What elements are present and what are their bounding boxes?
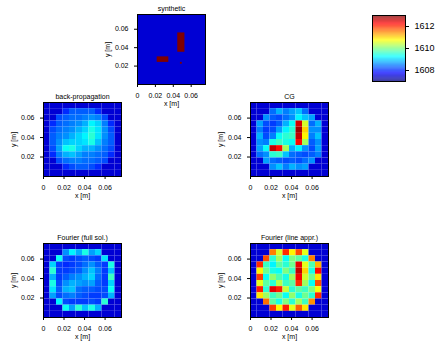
svg-text:0.06: 0.06 — [228, 255, 242, 262]
svg-text:0.06: 0.06 — [21, 255, 35, 262]
svg-text:0.04: 0.04 — [166, 92, 180, 99]
svg-text:0.02: 0.02 — [57, 325, 71, 332]
svg-text:0.04: 0.04 — [228, 134, 242, 141]
svg-text:y [m]: y [m] — [10, 132, 18, 147]
svg-text:0: 0 — [249, 325, 253, 332]
svg-text:0.06: 0.06 — [98, 325, 112, 332]
svg-text:x [m]: x [m] — [282, 192, 297, 200]
svg-text:0.02: 0.02 — [264, 184, 278, 191]
svg-text:x [m]: x [m] — [75, 333, 90, 341]
svg-text:1610: 1610 — [415, 43, 435, 53]
svg-text:x [m]: x [m] — [164, 100, 179, 108]
svg-text:1608: 1608 — [415, 65, 435, 75]
svg-text:0.04: 0.04 — [115, 44, 129, 51]
svg-text:0.04: 0.04 — [228, 275, 242, 282]
svg-text:0.02: 0.02 — [57, 184, 71, 191]
svg-text:0.04: 0.04 — [285, 325, 299, 332]
svg-text:0.02: 0.02 — [149, 92, 163, 99]
svg-text:0.02: 0.02 — [21, 153, 35, 160]
svg-text:0.04: 0.04 — [78, 325, 92, 332]
svg-text:0.06: 0.06 — [115, 25, 129, 32]
svg-text:0.06: 0.06 — [184, 92, 198, 99]
svg-text:0: 0 — [136, 92, 140, 99]
svg-text:0.06: 0.06 — [305, 325, 319, 332]
svg-text:0.02: 0.02 — [115, 62, 129, 69]
svg-text:y [m]: y [m] — [217, 273, 225, 288]
svg-text:0.04: 0.04 — [21, 134, 35, 141]
svg-text:0.04: 0.04 — [285, 184, 299, 191]
svg-text:x [m]: x [m] — [75, 192, 90, 200]
svg-text:0.02: 0.02 — [21, 294, 35, 301]
svg-text:y [m]: y [m] — [10, 273, 18, 288]
svg-text:x [m]: x [m] — [282, 333, 297, 341]
svg-text:0.06: 0.06 — [228, 114, 242, 121]
svg-text:1612: 1612 — [415, 21, 435, 31]
svg-text:synthetic: synthetic — [158, 5, 186, 13]
svg-text:0: 0 — [249, 184, 253, 191]
svg-text:0.06: 0.06 — [98, 184, 112, 191]
svg-text:0.06: 0.06 — [305, 184, 319, 191]
svg-text:y [m]: y [m] — [217, 132, 225, 147]
svg-text:Fourier (full sol.): Fourier (full sol.) — [57, 234, 108, 242]
svg-text:0.02: 0.02 — [228, 153, 242, 160]
svg-text:Fourier (line appr.): Fourier (line appr.) — [261, 234, 318, 242]
svg-text:back-propagation: back-propagation — [55, 93, 109, 101]
svg-text:0.04: 0.04 — [21, 275, 35, 282]
svg-text:0.04: 0.04 — [78, 184, 92, 191]
svg-text:0.06: 0.06 — [21, 114, 35, 121]
svg-text:0.02: 0.02 — [228, 294, 242, 301]
svg-text:0: 0 — [42, 184, 46, 191]
svg-text:y [m]: y [m] — [104, 42, 112, 57]
svg-text:0.02: 0.02 — [264, 325, 278, 332]
svg-text:CG: CG — [284, 93, 295, 100]
svg-text:0: 0 — [42, 325, 46, 332]
